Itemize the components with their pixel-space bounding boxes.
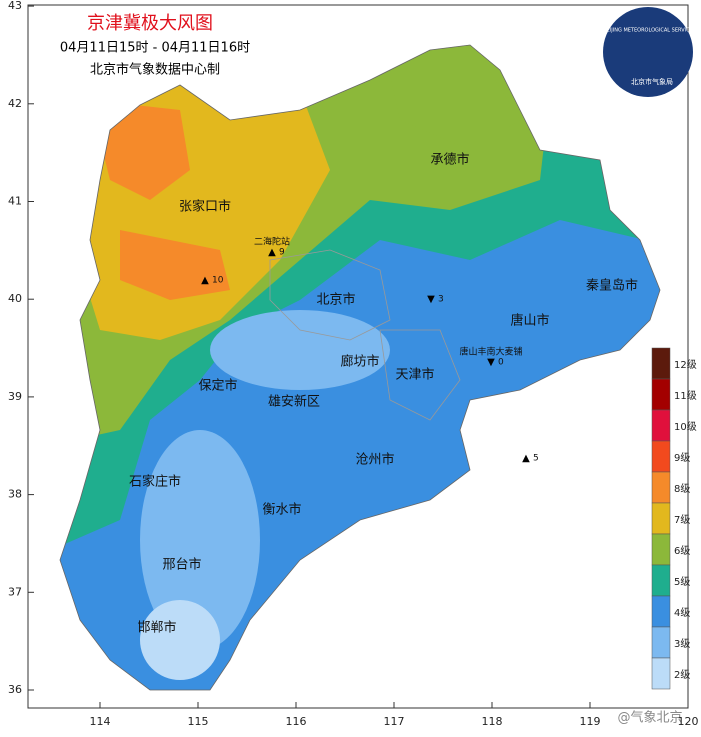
legend-swatch	[651, 409, 671, 442]
station-value: 9	[279, 248, 285, 258]
station-marker: ▼	[487, 357, 495, 368]
subtitle: 04月11日15时 - 04月11日16时	[60, 41, 250, 56]
legend-label: 11级	[674, 390, 697, 402]
city-label: 衡水市	[262, 502, 301, 518]
legend-swatch	[651, 378, 671, 411]
lon-tick-label: 117	[384, 715, 405, 728]
watermark: @气象北京	[617, 710, 682, 726]
legend-label: 10级	[674, 421, 697, 433]
logo-badge	[603, 7, 693, 97]
lon-tick-label: 118	[482, 715, 503, 728]
lat-tick-label: 43	[8, 0, 22, 12]
lat-tick-label: 42	[8, 97, 22, 110]
logo-name: 北京市气象局	[631, 77, 673, 86]
lon-tick-label: 120	[678, 715, 699, 728]
lon-tick-label: 114	[90, 715, 111, 728]
city-label: 廊坊市	[340, 354, 379, 370]
legend-swatch	[651, 347, 671, 380]
city-label: 天津市	[395, 367, 434, 383]
legend-label: 12级	[674, 359, 697, 371]
legend-label: 9级	[674, 452, 690, 464]
borders	[59, 44, 661, 691]
legend-swatch	[651, 533, 671, 566]
station-value: 5	[533, 454, 539, 464]
logo-ring: BEIJING METEOROLOGICAL SERVICE	[603, 28, 693, 34]
station: ▲ 5	[522, 453, 539, 464]
legend-label: 5级	[674, 576, 690, 588]
city-label: 唐山市	[510, 313, 549, 329]
logo: BEIJING METEOROLOGICAL SERVICE 北京市气象局	[603, 7, 693, 97]
legend-label: 3级	[674, 638, 690, 650]
lat-tick-label: 39	[8, 390, 22, 403]
legend-label: 8级	[674, 483, 690, 495]
legend-label: 4级	[674, 607, 690, 619]
lat-tick-label: 36	[8, 683, 22, 696]
city-label: 沧州市	[355, 452, 394, 468]
legend-swatch	[651, 626, 671, 659]
title: 京津冀极大风图	[87, 13, 213, 34]
station-value: 0	[498, 358, 504, 368]
lat-tick-label: 38	[8, 488, 22, 501]
title-block: 京津冀极大风图 04月11日15时 - 04月11日16时 北京市气象数据中心制	[60, 13, 250, 78]
station-marker: ▲	[201, 275, 209, 286]
legend-swatch	[651, 502, 671, 535]
credit: 北京市气象数据中心制	[90, 62, 220, 78]
city-label: 张家口市	[179, 199, 231, 215]
legend-swatch	[651, 595, 671, 628]
station: ▼ 3	[427, 294, 444, 305]
lon-tick-label: 115	[188, 715, 209, 728]
lon-tick-label: 116	[286, 715, 307, 728]
legend-swatch	[651, 657, 671, 690]
city-label: 雄安新区	[268, 394, 320, 410]
city-label: 邢台市	[162, 557, 201, 573]
city-label: 承德市	[430, 152, 469, 168]
legend-swatch	[651, 471, 671, 504]
city-label: 秦皇岛市	[586, 278, 638, 294]
legend-label: 2级	[674, 669, 690, 681]
station-label: 唐山丰南大麦铺	[459, 346, 522, 358]
station-marker: ▲	[268, 247, 276, 258]
station: ▲ 10	[201, 275, 224, 286]
station-value: 3	[438, 295, 444, 305]
station-value: 10	[212, 276, 224, 286]
city-label: 石家庄市	[129, 474, 181, 490]
lon-tick-label: 119	[580, 715, 601, 728]
city-label: 保定市	[198, 378, 237, 394]
station-label: 二海陀站	[254, 236, 290, 248]
station-marker: ▲	[522, 453, 530, 464]
legend-swatch	[651, 564, 671, 597]
legend-label: 7级	[674, 514, 690, 526]
legend-label: 6级	[674, 545, 690, 557]
lat-tick-label: 37	[8, 585, 22, 598]
lat-tick-label: 41	[8, 195, 22, 208]
legend-swatch	[651, 440, 671, 473]
lat-tick-label: 40	[8, 292, 22, 305]
city-label: 邯郸市	[137, 620, 176, 636]
city-label: 北京市	[316, 292, 355, 308]
station-marker: ▼	[427, 294, 435, 305]
